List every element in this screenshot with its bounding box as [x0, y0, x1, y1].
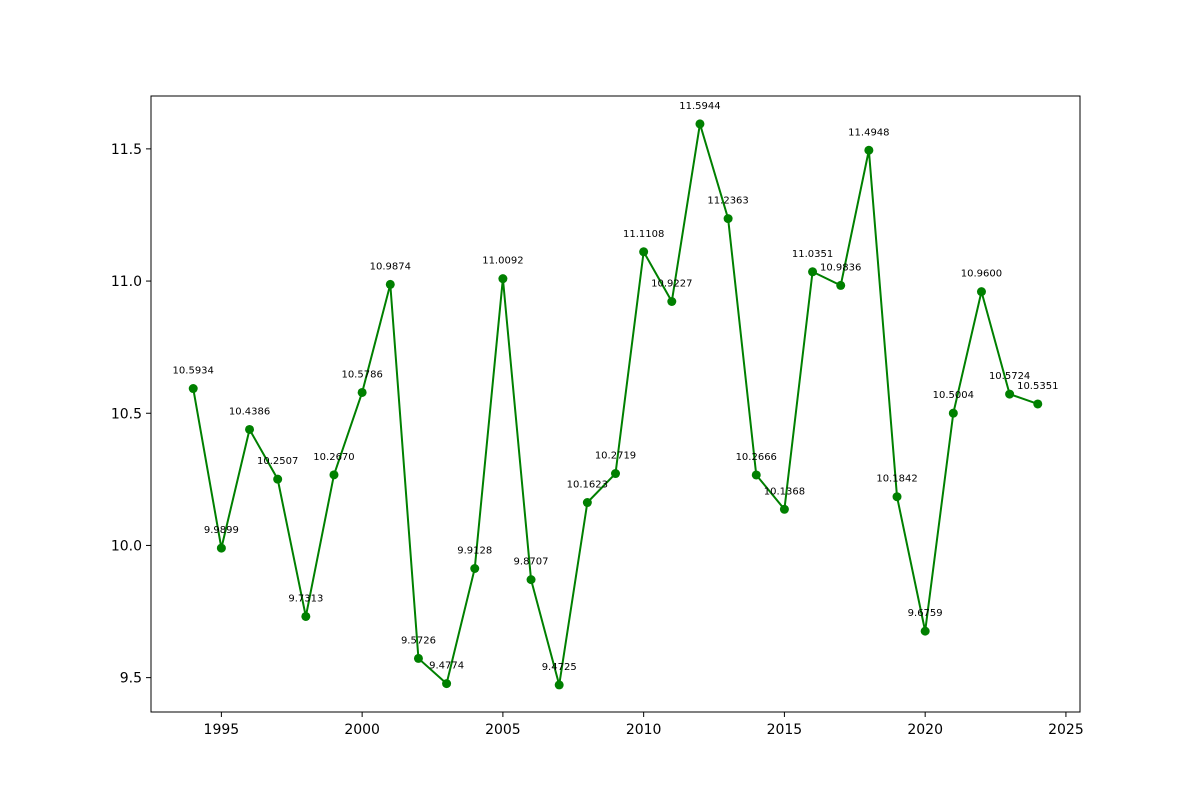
data-point — [216, 543, 226, 553]
data-point — [864, 145, 874, 155]
data-point — [329, 470, 339, 480]
data-label: 10.1842 — [876, 474, 917, 485]
data-label: 10.2507 — [257, 456, 298, 467]
data-label: 10.5004 — [933, 390, 974, 401]
y-tick-label: 10.5 — [111, 406, 142, 422]
data-point — [442, 679, 452, 689]
x-tick-label: 2000 — [344, 722, 380, 738]
data-label: 9.8707 — [514, 557, 549, 568]
data-point — [779, 504, 789, 514]
data-label: 9.7313 — [288, 593, 323, 604]
plot-background — [151, 96, 1080, 712]
data-point — [639, 247, 649, 257]
data-point — [582, 498, 592, 508]
data-label: 10.5786 — [341, 369, 382, 380]
data-label: 11.4948 — [848, 127, 889, 138]
y-tick-label: 11.0 — [111, 274, 142, 290]
data-label: 9.4725 — [542, 662, 577, 673]
data-point — [188, 384, 198, 394]
data-label: 10.1623 — [567, 480, 608, 491]
data-point — [667, 297, 677, 307]
data-label: 9.9128 — [457, 545, 492, 556]
data-point — [920, 626, 930, 636]
plot-frame — [150, 95, 1081, 713]
x-tick-label: 2010 — [626, 722, 662, 738]
data-point — [498, 274, 508, 284]
data-label: 10.2666 — [736, 452, 777, 463]
data-point — [611, 469, 620, 479]
data-label: 9.4774 — [429, 661, 464, 672]
x-tick-label: 2015 — [767, 722, 803, 738]
data-label: 10.5934 — [173, 366, 214, 377]
data-label: 9.6759 — [908, 608, 943, 619]
axis-ticks: 1995 2000 2005 2010 2015 2020 2025 9.5 10.0 10.5 1… — [111, 142, 1084, 738]
data-label: 9.5726 — [401, 635, 436, 646]
data-point — [1005, 389, 1015, 399]
data-point — [357, 387, 367, 397]
data-label: 11.0351 — [792, 249, 833, 260]
data-label: 10.9600 — [961, 269, 1002, 280]
data-point — [751, 470, 761, 480]
data-point — [554, 680, 564, 690]
data-point — [892, 492, 902, 502]
data-label: 11.0092 — [482, 256, 523, 267]
y-tick-label: 11.5 — [111, 142, 142, 158]
data-label: 10.9874 — [370, 261, 411, 272]
x-tick-label: 2005 — [485, 722, 521, 738]
data-label: 11.2363 — [707, 196, 748, 207]
y-tick-label: 9.5 — [120, 671, 142, 687]
data-label: 10.5724 — [989, 371, 1030, 382]
data-point — [723, 214, 733, 224]
data-point — [948, 408, 958, 418]
series — [188, 119, 1043, 690]
data-point — [976, 287, 986, 297]
data-point — [385, 279, 395, 289]
data-point — [836, 280, 846, 290]
data-label: 10.9836 — [820, 262, 861, 273]
x-tick-label: 1995 — [204, 722, 240, 738]
data-label: 10.9227 — [651, 279, 692, 290]
data-labels: 10.5934 9.9899 10.4386 10.2507 9.7313 10.2670… — [173, 101, 1059, 673]
data-label: 11.5944 — [679, 101, 720, 112]
data-label: 10.2719 — [595, 451, 636, 462]
data-point — [526, 575, 536, 585]
data-point — [301, 611, 311, 621]
data-point — [413, 653, 423, 663]
data-point — [470, 563, 480, 573]
data-label: 10.2670 — [313, 452, 354, 463]
data-point — [1033, 399, 1043, 409]
data-point — [273, 474, 283, 484]
data-point — [808, 267, 818, 277]
data-label: 10.5351 — [1017, 381, 1058, 392]
data-label: 9.9899 — [204, 525, 239, 536]
data-label: 11.1108 — [623, 229, 664, 240]
data-label: 10.4386 — [229, 406, 270, 417]
data-label: 10.1368 — [764, 486, 805, 497]
y-tick-label: 10.0 — [111, 538, 142, 554]
x-tick-label: 2025 — [1048, 722, 1084, 738]
data-point — [245, 424, 255, 434]
data-point — [695, 119, 705, 129]
x-tick-label: 2020 — [907, 722, 943, 738]
